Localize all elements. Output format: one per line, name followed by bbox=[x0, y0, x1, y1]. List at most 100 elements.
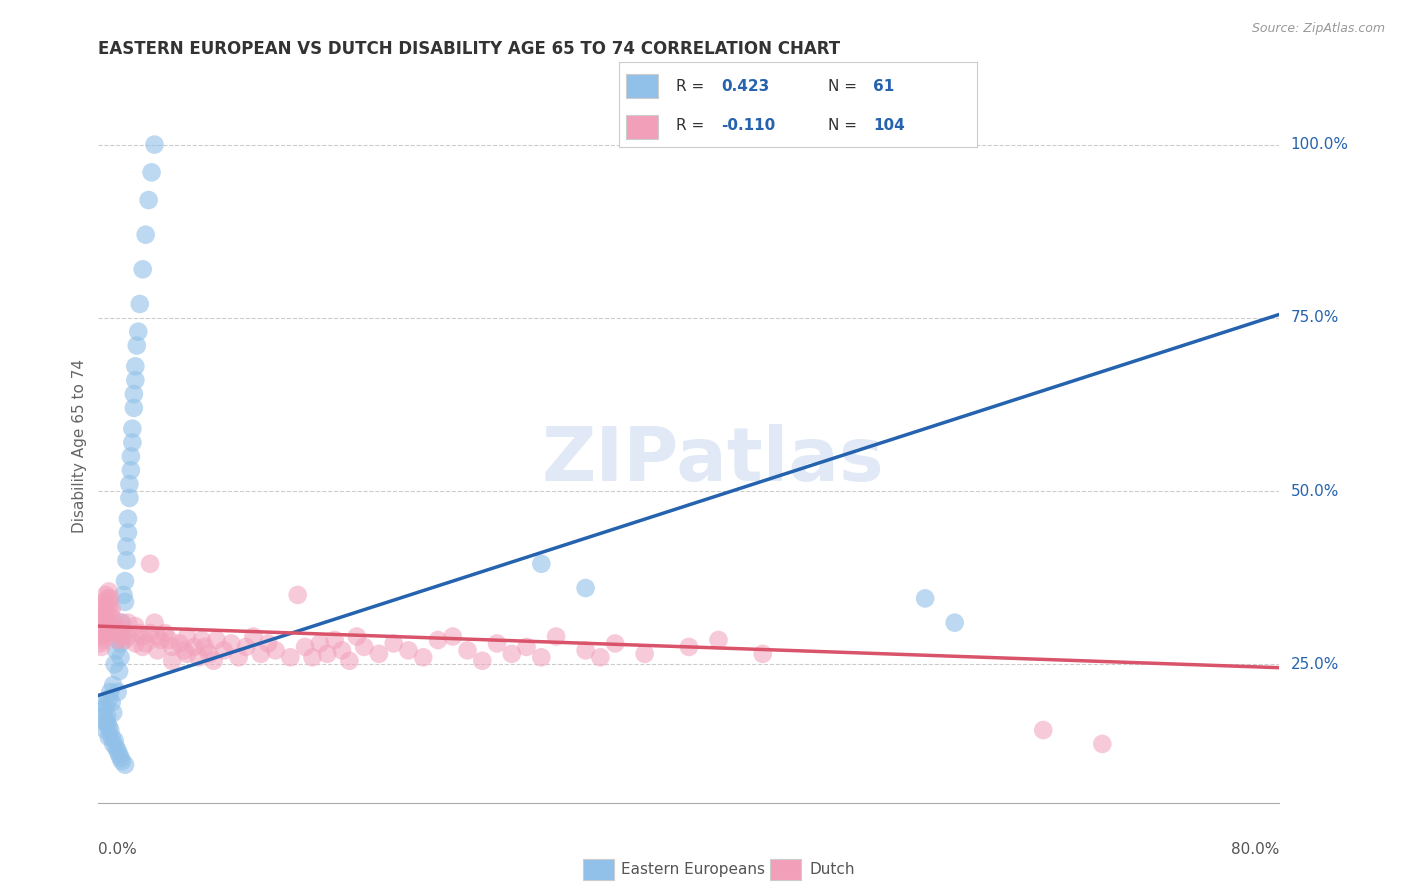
Text: 100.0%: 100.0% bbox=[1291, 137, 1348, 153]
Point bbox=[316, 647, 339, 661]
Text: R =: R = bbox=[676, 78, 709, 94]
Point bbox=[120, 450, 142, 464]
Point bbox=[146, 643, 169, 657]
Point bbox=[118, 491, 141, 505]
FancyBboxPatch shape bbox=[626, 74, 658, 98]
Point bbox=[115, 540, 138, 554]
Point bbox=[441, 630, 464, 644]
Text: Dutch: Dutch bbox=[810, 863, 855, 877]
Point bbox=[93, 605, 115, 619]
Point bbox=[707, 632, 730, 647]
Point bbox=[105, 626, 128, 640]
Point bbox=[157, 632, 180, 647]
Text: 61: 61 bbox=[873, 78, 894, 94]
Point bbox=[111, 754, 134, 768]
Point bbox=[242, 630, 264, 644]
Point bbox=[187, 650, 209, 665]
Point bbox=[589, 650, 612, 665]
Point bbox=[110, 650, 132, 665]
Point bbox=[104, 619, 127, 633]
Point bbox=[323, 632, 346, 647]
Point bbox=[98, 723, 121, 737]
Point bbox=[96, 619, 118, 633]
FancyBboxPatch shape bbox=[626, 115, 658, 139]
Point bbox=[110, 751, 132, 765]
Point bbox=[100, 602, 122, 616]
Point bbox=[501, 647, 523, 661]
Point bbox=[91, 632, 114, 647]
Point bbox=[97, 599, 120, 613]
Point bbox=[250, 647, 273, 661]
Point bbox=[205, 632, 228, 647]
Point bbox=[93, 619, 115, 633]
Point bbox=[125, 338, 148, 352]
Point bbox=[94, 599, 117, 613]
Point bbox=[103, 706, 125, 720]
Point bbox=[515, 640, 537, 654]
Point bbox=[111, 615, 134, 630]
Point bbox=[191, 632, 214, 647]
Text: 104: 104 bbox=[873, 119, 905, 134]
Point bbox=[162, 640, 183, 654]
Point bbox=[914, 591, 936, 606]
Point bbox=[153, 626, 176, 640]
Point bbox=[135, 227, 157, 242]
Point bbox=[121, 435, 143, 450]
Point bbox=[97, 720, 120, 734]
Point bbox=[121, 422, 143, 436]
Point bbox=[91, 602, 114, 616]
Point bbox=[427, 632, 450, 647]
Point bbox=[96, 716, 118, 731]
Point bbox=[219, 636, 242, 650]
Point bbox=[93, 630, 115, 644]
Point bbox=[90, 630, 112, 644]
Point bbox=[368, 647, 391, 661]
Point bbox=[94, 698, 117, 713]
Point bbox=[98, 591, 121, 606]
Point bbox=[194, 640, 217, 654]
Text: ZIPatlas: ZIPatlas bbox=[541, 424, 884, 497]
Point bbox=[98, 685, 121, 699]
Point bbox=[108, 664, 131, 678]
Point bbox=[90, 619, 112, 633]
Point bbox=[89, 636, 111, 650]
Point bbox=[90, 640, 112, 654]
Point bbox=[135, 636, 157, 650]
Text: -0.110: -0.110 bbox=[721, 119, 775, 134]
Text: 25.0%: 25.0% bbox=[1291, 657, 1339, 672]
Point bbox=[104, 657, 127, 672]
Point bbox=[90, 695, 112, 709]
Point bbox=[93, 595, 115, 609]
Y-axis label: Disability Age 65 to 74: Disability Age 65 to 74 bbox=[72, 359, 87, 533]
Point bbox=[346, 630, 368, 644]
Text: Eastern Europeans: Eastern Europeans bbox=[621, 863, 765, 877]
Point bbox=[89, 626, 111, 640]
Point bbox=[202, 654, 225, 668]
Point bbox=[146, 630, 169, 644]
Point bbox=[143, 137, 166, 152]
Point bbox=[103, 678, 125, 692]
Point bbox=[107, 744, 129, 758]
Point bbox=[96, 591, 118, 606]
Point bbox=[176, 630, 198, 644]
Point bbox=[124, 373, 146, 387]
Point bbox=[120, 463, 142, 477]
Point bbox=[110, 630, 132, 644]
Point bbox=[382, 636, 405, 650]
Point bbox=[114, 574, 136, 588]
Point bbox=[96, 709, 118, 723]
Point bbox=[94, 723, 117, 737]
Text: R =: R = bbox=[676, 119, 709, 134]
Point bbox=[149, 632, 172, 647]
Point bbox=[117, 615, 139, 630]
Point bbox=[111, 623, 134, 637]
Point bbox=[91, 612, 114, 626]
Point bbox=[139, 626, 162, 640]
Text: 50.0%: 50.0% bbox=[1291, 483, 1339, 499]
Point bbox=[128, 297, 150, 311]
Point bbox=[118, 477, 141, 491]
Point bbox=[114, 757, 136, 772]
Point bbox=[138, 193, 160, 207]
Point bbox=[412, 650, 434, 665]
Point bbox=[471, 654, 494, 668]
